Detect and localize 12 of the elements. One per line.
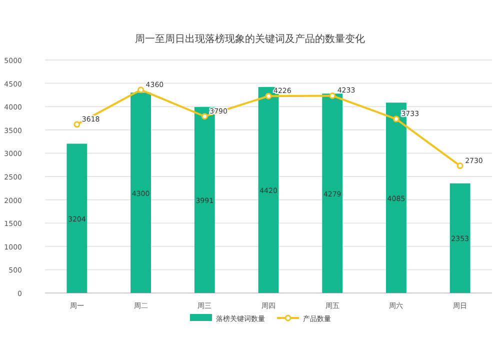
bar (450, 183, 470, 293)
point (456, 162, 464, 170)
bar (66, 144, 88, 293)
chart-title: 周一至周日出现落榜现象的关键词及产品的数量变化 (135, 33, 365, 45)
point (138, 86, 144, 94)
bar (322, 94, 343, 293)
point (74, 121, 80, 128)
point (265, 92, 272, 100)
point (329, 92, 336, 99)
point (201, 113, 208, 120)
bar (130, 92, 152, 293)
point (392, 116, 400, 122)
